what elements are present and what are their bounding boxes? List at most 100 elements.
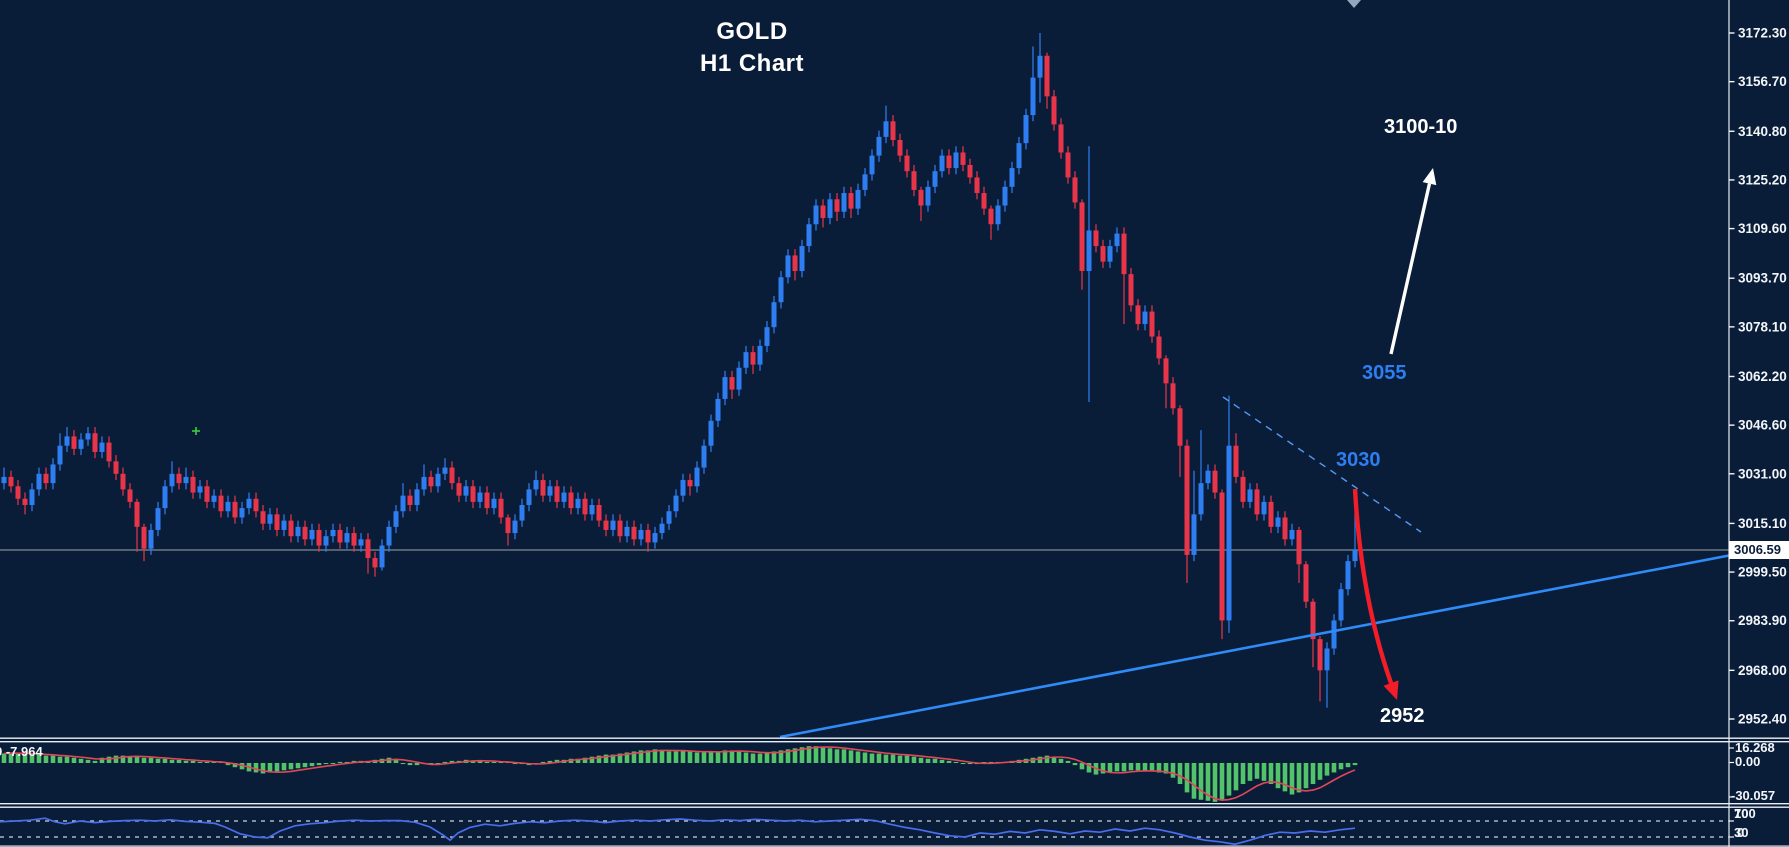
histogram-bar [309, 763, 315, 767]
indicator1-axis-max: 16.268 [1735, 740, 1775, 755]
histogram-bar [1261, 763, 1267, 781]
candle-body [218, 495, 224, 512]
histogram-bar [631, 751, 637, 763]
candle-body [1219, 492, 1225, 621]
histogram-bar [407, 763, 413, 766]
candle-body [1121, 233, 1127, 275]
candle-body [1261, 501, 1267, 515]
histogram-bar [1212, 763, 1218, 802]
histogram-bar [1191, 763, 1197, 799]
support-trendline[interactable] [779, 542, 1789, 739]
panel-separator[interactable] [0, 737, 1789, 739]
price-tick-label[interactable]: 3046.60 [1738, 418, 1787, 433]
histogram-bar [85, 759, 91, 763]
candle-body [561, 492, 567, 502]
histogram-bar [281, 763, 287, 771]
panel-separator[interactable] [0, 741, 1789, 743]
candle-body [848, 193, 854, 209]
bullish-arrow[interactable] [1389, 183, 1432, 355]
histogram-bar [232, 763, 238, 768]
candle-body [190, 476, 196, 493]
price-tick-label[interactable]: 3140.80 [1738, 124, 1787, 139]
price-tick-label[interactable]: 3156.70 [1738, 74, 1787, 89]
histogram-bar [120, 755, 126, 763]
histogram-bar [834, 749, 840, 763]
price-tick-label[interactable]: 2968.00 [1738, 663, 1787, 678]
histogram-bar [260, 763, 266, 774]
histogram-bar [484, 761, 490, 763]
candle-body [673, 495, 679, 512]
histogram-bar [197, 761, 203, 763]
candle-body [1247, 489, 1253, 502]
candle-body [71, 436, 77, 449]
resistance-dashed-line[interactable] [1222, 396, 1422, 533]
candle-body [1135, 305, 1141, 325]
histogram-bar [512, 763, 518, 765]
histogram-bar [820, 747, 826, 763]
histogram-bar [1086, 763, 1092, 773]
histogram-bar [925, 758, 931, 763]
histogram-bar [337, 761, 343, 763]
price-tick-label[interactable]: 3109.60 [1738, 221, 1787, 236]
candle-body [169, 473, 175, 487]
candle-body [330, 529, 336, 537]
annotation-upside-target: 3100-10 [1384, 116, 1458, 138]
price-tick-label[interactable]: 2952.40 [1738, 712, 1787, 727]
histogram-bar [393, 758, 399, 763]
histogram-bar [1037, 756, 1043, 763]
price-tick-label[interactable]: 3015.10 [1738, 516, 1787, 531]
candle-body [1303, 564, 1309, 602]
histogram-bar [575, 758, 581, 763]
histogram-bar [722, 750, 728, 763]
bearish-arrow[interactable] [1352, 488, 1394, 684]
price-tick-label[interactable]: 2983.90 [1738, 613, 1787, 628]
histogram-bar [855, 751, 861, 763]
price-tick-label[interactable]: 3031.00 [1738, 466, 1787, 481]
histogram-bar [743, 752, 749, 763]
price-tick-label[interactable]: 3062.20 [1738, 369, 1787, 384]
candle-body [680, 480, 686, 496]
price-tick-label[interactable]: 3125.20 [1738, 172, 1787, 187]
histogram-bar [1128, 763, 1134, 771]
candle-body [491, 498, 497, 509]
candle-body [85, 433, 91, 440]
candle-body [1233, 445, 1239, 477]
candle-body [1191, 514, 1197, 555]
price-tick-label[interactable]: 3093.70 [1738, 271, 1787, 286]
histogram-bar [729, 750, 735, 763]
price-tick-label[interactable]: 2999.50 [1738, 565, 1787, 580]
indicator2-axis-0: 0 [1737, 825, 1745, 840]
candle-body [1149, 311, 1155, 337]
histogram-bar [22, 753, 28, 763]
histogram-bar [64, 756, 70, 763]
chart-title-symbol: GOLD [716, 18, 788, 45]
histogram-bar [1170, 763, 1176, 778]
histogram-bar [946, 760, 952, 763]
candle-body [386, 526, 392, 546]
histogram-bar [50, 755, 56, 763]
histogram-bar [638, 750, 644, 763]
panel-separator[interactable] [0, 803, 1789, 805]
histogram-bar [883, 754, 889, 763]
candle-body [344, 533, 350, 543]
panel-separator[interactable] [0, 806, 1789, 808]
candle-body [1100, 246, 1106, 262]
candle-body [302, 526, 308, 540]
candle-body [568, 492, 574, 509]
candle-body [911, 171, 917, 190]
histogram-bar [1107, 763, 1113, 773]
candle-body [792, 255, 798, 272]
candle-body [148, 529, 154, 549]
histogram-bar [666, 751, 672, 763]
candle-body [827, 199, 833, 218]
price-tick-label[interactable]: 3172.30 [1738, 26, 1787, 41]
candle-body [498, 498, 504, 518]
histogram-bar [904, 755, 910, 763]
price-tick-label[interactable]: 3078.10 [1738, 319, 1787, 334]
candle-body [1324, 648, 1330, 671]
chart-title-timeframe: H1 Chart [699, 50, 805, 77]
candle-body [771, 302, 777, 328]
candle-body [92, 433, 98, 452]
candle-body [820, 205, 826, 218]
